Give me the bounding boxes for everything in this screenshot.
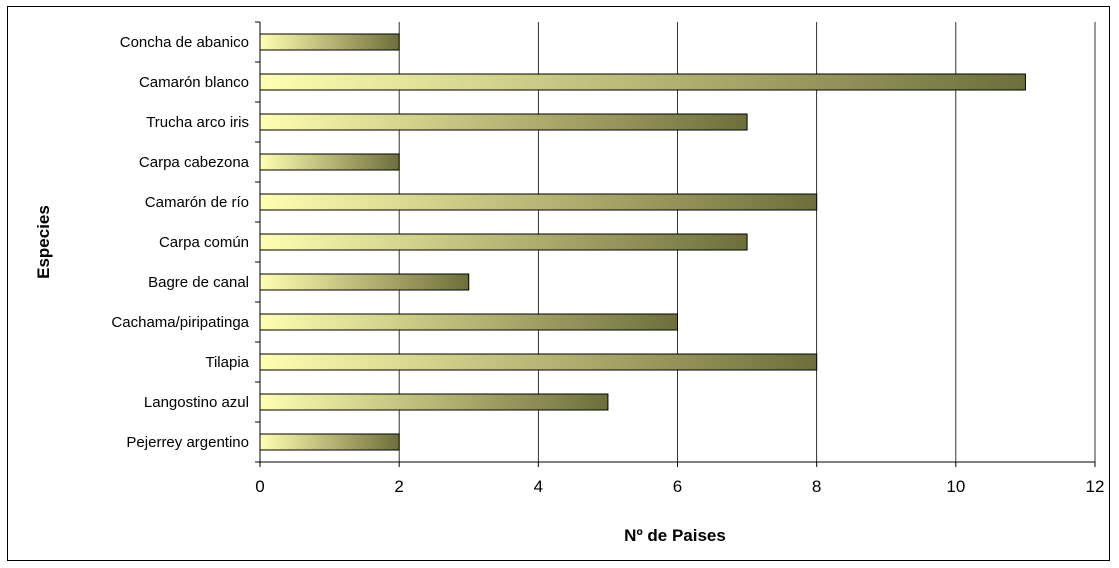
y-axis-title: Especies	[34, 205, 53, 279]
x-tick-label-4: 4	[534, 477, 543, 496]
bar-11	[259, 433, 400, 451]
x-tick-label-12: 12	[1086, 477, 1105, 496]
x-tick-label-8: 8	[812, 477, 821, 496]
bar-8	[259, 313, 678, 331]
bar-5	[259, 193, 818, 211]
x-axis-title: Nº de Paises	[624, 526, 726, 545]
category-label-1: Concha de abanico	[120, 34, 249, 51]
axes	[255, 21, 1096, 467]
chart-frame	[7, 6, 1110, 561]
bar-7	[259, 273, 470, 291]
category-label-10: Langostino azul	[144, 394, 249, 411]
bar-10	[259, 393, 609, 411]
x-tick-label-0: 0	[255, 477, 264, 496]
bar-4	[259, 153, 400, 171]
category-label-4: Carpa cabezona	[139, 154, 250, 171]
category-label-3: Trucha arco iris	[146, 114, 249, 131]
category-label-11: Pejerrey argentino	[126, 434, 249, 451]
bar-1	[259, 33, 400, 51]
category-label-5: Camarón de río	[145, 194, 249, 211]
labels: Concha de abanico Camarón blanco Trucha ar…	[111, 34, 1104, 496]
x-tick-label-2: 2	[394, 477, 403, 496]
x-tick-label-6: 6	[673, 477, 682, 496]
category-label-9: Tilapia	[205, 354, 249, 371]
category-label-8: Cachama/piripatinga	[111, 314, 249, 331]
bar-6	[259, 233, 748, 251]
category-label-6: Carpa común	[159, 234, 249, 251]
x-tick-label-10: 10	[946, 477, 965, 496]
gridlines	[398, 22, 1096, 462]
bar-2	[259, 73, 1026, 91]
category-label-2: Camarón blanco	[139, 74, 249, 91]
bars	[259, 33, 1026, 451]
category-label-7: Bagre de canal	[148, 274, 249, 291]
bar-9	[259, 353, 818, 371]
bar-3	[259, 113, 748, 131]
